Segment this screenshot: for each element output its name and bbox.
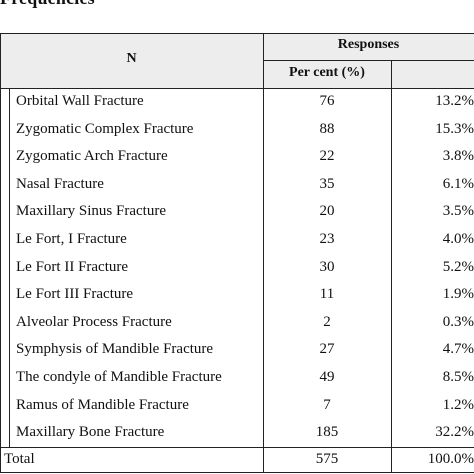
row-label: Le Fort II Fracture [16, 258, 129, 275]
row-percent: 4.7% [442, 341, 474, 358]
row-label: Nasal Fracture [16, 175, 104, 192]
row-percent: 1.9% [442, 286, 474, 303]
row-count: 88 [319, 120, 335, 137]
n-header: N [126, 51, 137, 66]
row-count: 30 [319, 258, 335, 275]
row-percent: 0.3% [442, 313, 474, 330]
row-count: 7 [323, 396, 331, 413]
percent-header: Per cent (%) [289, 65, 365, 80]
header-bottom-border [0, 88, 474, 89]
row-label: Maxillary Bone Fracture [16, 424, 165, 441]
label-column-divider [263, 33, 264, 473]
row-count: 76 [319, 93, 335, 109]
row-percent: 5.2% [442, 258, 474, 275]
row-label: Zygomatic Arch Fracture [16, 148, 168, 165]
responses-header: Responses [337, 37, 400, 52]
row-percent: 32.2% [435, 424, 474, 441]
row-label: Ramus of Mandible Fracture [16, 396, 189, 413]
row-count: 2 [323, 313, 331, 330]
row-count: 23 [319, 231, 335, 247]
row-percent: 3.8% [442, 148, 474, 165]
row-percent: 3.5% [442, 203, 474, 220]
row-percent: 15.3% [435, 120, 474, 137]
total-count: 575 [315, 451, 339, 467]
row-label: Zygomatic Complex Fracture [16, 120, 194, 137]
row-percent: 1.2% [442, 396, 474, 413]
row-percent: 13.2% [435, 93, 474, 109]
total-label: Total [4, 451, 35, 467]
row-label: Le Fort, I Fracture [16, 231, 127, 247]
count-column-divider [391, 60, 392, 473]
row-label: Maxillary Sinus Fracture [16, 203, 166, 220]
table-bottom-border [0, 472, 474, 473]
row-label: Symphysis of Mandible Fracture [16, 341, 214, 358]
row-count: 22 [319, 148, 335, 165]
table-heading: Frequencies [0, 0, 95, 9]
row-count: 49 [319, 369, 335, 385]
row-label: The condyle of Mandible Fracture [16, 369, 222, 385]
row-count: 20 [319, 203, 335, 220]
row-percent: 8.5% [442, 369, 474, 385]
row-percent: 4.0% [442, 231, 474, 247]
total-percent: 100.0% [427, 451, 474, 467]
row-label: Le Fort III Fracture [16, 286, 134, 303]
row-stub-divider [9, 88, 10, 447]
table-left-border [0, 33, 1, 473]
row-count: 27 [319, 341, 335, 358]
total-top-border [0, 447, 474, 448]
row-count: 35 [319, 175, 335, 192]
row-label: Orbital Wall Fracture [16, 93, 144, 109]
table-top-border [0, 33, 474, 34]
row-count: 11 [319, 286, 335, 303]
responses-underline [263, 60, 474, 61]
row-count: 185 [315, 424, 339, 441]
row-percent: 6.1% [442, 175, 474, 192]
row-label: Alveolar Process Fracture [16, 313, 172, 330]
